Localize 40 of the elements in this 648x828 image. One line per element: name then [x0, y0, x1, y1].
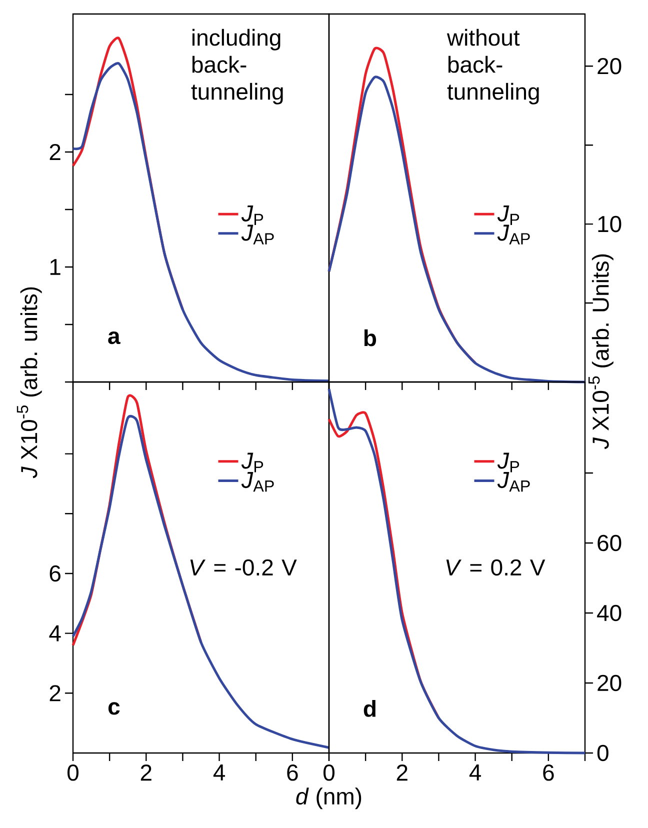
x-tick-label: 2 — [140, 764, 152, 781]
annotation: b — [364, 329, 376, 346]
x-tick-label: 6 — [287, 764, 298, 781]
legend-label: J$_{AP}$ — [497, 224, 530, 244]
x-tick-label: 0 — [323, 764, 335, 781]
x-axis-title: d (nm) — [296, 788, 362, 810]
y2-tick-label: 40 — [597, 604, 622, 622]
y2-tick-label: 20 — [598, 58, 622, 74]
annotation: without back-tunneling — [446, 28, 539, 104]
annotation: V = 0.2 V — [446, 559, 546, 576]
legend-label: J$_{P}$ — [241, 452, 264, 472]
x-tick-label: 2 — [396, 764, 408, 781]
annotation: c — [108, 702, 120, 715]
y2-tick-label: 0 — [597, 744, 608, 762]
annotation: d — [364, 700, 376, 717]
y-tick-label: 1 — [50, 259, 60, 275]
line-series — [328, 388, 586, 754]
annotation: including back-tunneling — [191, 28, 283, 104]
y-tick-label: 6 — [50, 565, 60, 582]
y2-tick-label: 20 — [598, 674, 622, 692]
y2-tick-label: 10 — [598, 216, 622, 232]
annotation: V = -0.2 V — [190, 559, 297, 576]
x-tick-label: 6 — [543, 764, 554, 781]
legend-label: J$_{P}$ — [497, 205, 520, 225]
legend-label: J$_{P}$ — [241, 205, 264, 225]
x-tick-label: 4 — [213, 764, 226, 780]
legend-label: J$_{AP}$ — [497, 472, 530, 492]
legend-label: J$_{AP}$ — [241, 224, 274, 244]
annotation: a — [108, 332, 120, 344]
y-axis-title: J X10$^{-5}$ (arb. units) — [16, 287, 42, 478]
legend-label: J$_{P}$ — [497, 452, 520, 472]
y2-tick-label: 60 — [598, 534, 622, 552]
y-tick-label: 4 — [49, 625, 61, 642]
line-series — [328, 76, 586, 384]
x-tick-label: 4 — [469, 764, 482, 780]
x-tick-label: 0 — [67, 764, 79, 781]
y-tick-label: 2 — [50, 144, 60, 160]
y2-axis-title: J X10$^{-5}$ (arb. Units) — [588, 254, 614, 450]
legend-label: J$_{AP}$ — [241, 472, 274, 492]
y-tick-label: 2 — [50, 685, 60, 702]
